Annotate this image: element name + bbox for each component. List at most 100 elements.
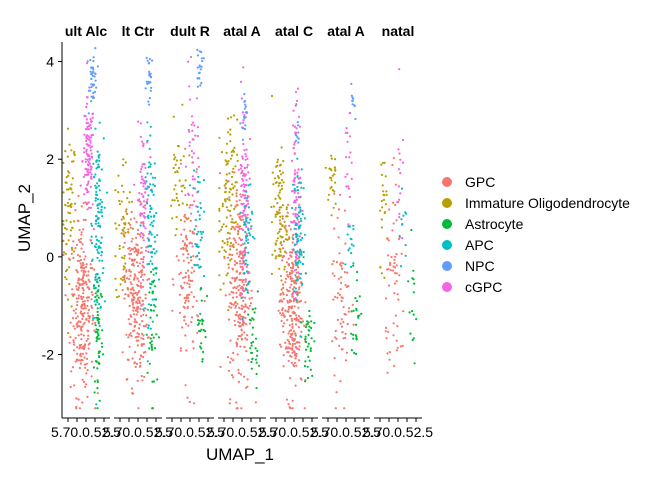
data-point <box>95 167 98 170</box>
data-point <box>196 210 200 213</box>
data-point <box>185 234 188 237</box>
data-point <box>395 264 398 267</box>
data-point <box>278 267 281 270</box>
data-point <box>198 64 201 67</box>
data-point <box>98 399 101 402</box>
data-point <box>147 326 150 329</box>
data-point <box>89 141 92 144</box>
data-point <box>83 345 86 348</box>
data-point <box>244 278 247 281</box>
data-point <box>347 249 350 252</box>
data-point <box>240 329 243 332</box>
data-point <box>76 304 79 307</box>
data-point <box>94 321 97 324</box>
data-point <box>85 352 88 355</box>
data-point <box>140 304 143 307</box>
data-point <box>197 251 200 255</box>
data-point <box>345 156 348 159</box>
data-point <box>153 184 156 187</box>
data-point <box>87 334 90 337</box>
data-point <box>329 187 332 190</box>
data-point <box>76 254 80 257</box>
data-point <box>179 285 183 288</box>
data-point <box>177 166 180 170</box>
data-point <box>233 171 236 174</box>
data-point <box>239 163 242 167</box>
data-point <box>145 56 148 60</box>
data-point <box>79 362 82 365</box>
data-point <box>229 140 232 143</box>
data-point <box>62 232 65 235</box>
data-point <box>399 172 402 175</box>
data-point <box>136 293 139 296</box>
data-point <box>188 85 191 88</box>
data-point <box>83 151 86 154</box>
data-point <box>303 364 306 368</box>
data-point <box>413 362 416 365</box>
data-point <box>176 144 180 148</box>
data-point <box>130 315 133 318</box>
data-point <box>281 171 284 174</box>
data-point <box>288 251 292 254</box>
data-point <box>282 365 285 368</box>
data-point <box>386 352 389 355</box>
data-point <box>187 293 190 296</box>
data-point <box>90 77 93 80</box>
data-point <box>301 213 304 216</box>
data-point <box>200 82 203 85</box>
data-point <box>300 330 303 333</box>
data-point <box>240 195 243 198</box>
data-point <box>228 253 231 256</box>
data-point <box>232 303 235 306</box>
data-point <box>226 197 229 200</box>
data-point <box>297 215 300 218</box>
data-point <box>280 178 284 182</box>
data-point <box>79 266 83 269</box>
data-point <box>188 141 191 144</box>
data-point <box>91 258 94 261</box>
data-point <box>243 321 246 324</box>
data-point <box>237 334 240 338</box>
data-point <box>144 191 147 194</box>
data-point <box>155 333 158 336</box>
data-point <box>191 175 194 178</box>
data-point <box>94 199 97 202</box>
data-point <box>229 398 232 401</box>
data-point <box>355 338 358 341</box>
data-point <box>130 387 133 390</box>
data-point <box>175 255 178 258</box>
data-point <box>83 147 86 150</box>
data-point <box>296 175 299 178</box>
data-point <box>251 317 254 320</box>
data-point <box>89 171 92 174</box>
data-point <box>147 232 151 235</box>
data-point <box>241 211 245 214</box>
data-point <box>80 326 83 329</box>
data-point <box>308 309 311 313</box>
data-point <box>405 212 408 215</box>
data-point <box>201 60 204 63</box>
data-point <box>232 167 235 170</box>
data-point <box>86 312 89 315</box>
data-point <box>396 293 399 296</box>
data-point <box>232 226 235 229</box>
data-point <box>77 334 80 337</box>
legend-key <box>442 198 452 208</box>
data-point <box>157 336 161 339</box>
data-point <box>290 159 293 162</box>
data-point <box>202 57 205 60</box>
data-point <box>346 271 349 274</box>
data-point <box>291 326 294 329</box>
data-point <box>242 218 245 221</box>
data-point <box>193 200 196 203</box>
data-point <box>333 173 336 176</box>
data-point <box>70 370 73 373</box>
data-point <box>142 239 145 242</box>
data-point <box>142 266 145 269</box>
data-point <box>77 294 80 297</box>
data-point <box>238 215 241 219</box>
data-point <box>138 290 141 293</box>
data-point <box>127 318 130 321</box>
data-point <box>189 229 192 232</box>
data-point <box>87 274 90 277</box>
